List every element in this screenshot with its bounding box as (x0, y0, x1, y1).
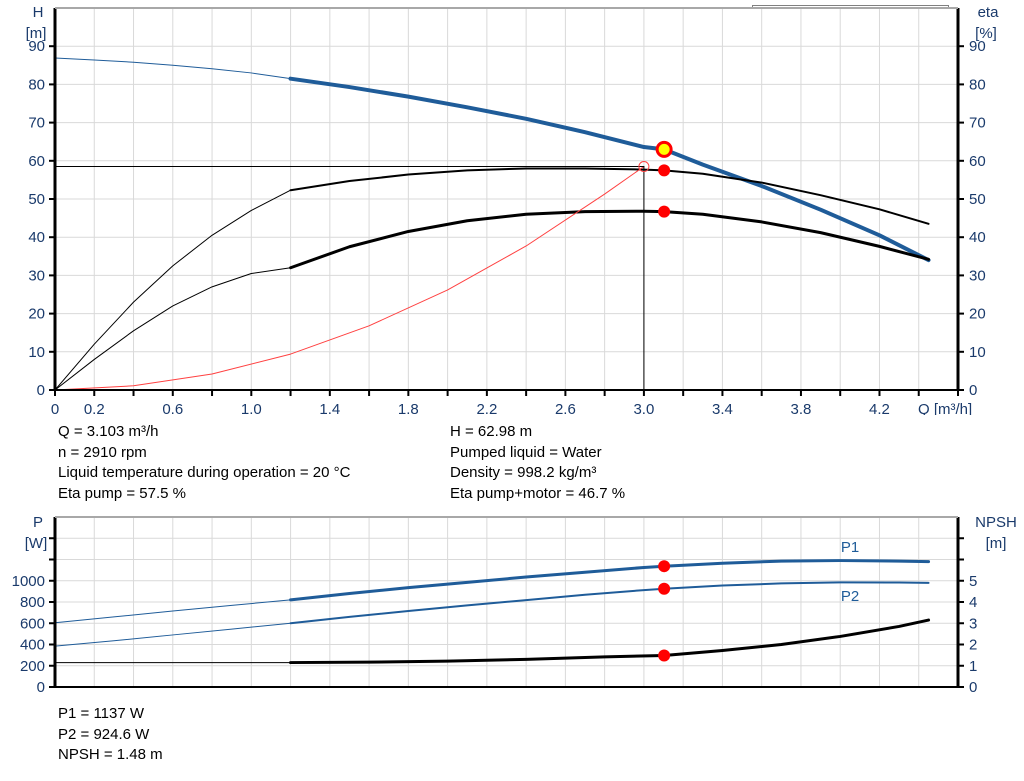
curve (289, 559, 931, 602)
axis-ticks: 0 200 400 600 800 1000 0 1 2 3 4 5 (12, 537, 977, 695)
curve (288, 76, 931, 263)
axis-titles: P [W] NPSH [m] (25, 514, 1017, 552)
y-tick-label-left: 10 (28, 344, 45, 361)
power-npsh-chart: P1 P2 0 200 400 600 800 1000 0 1 2 3 4 5 P [W] NPSH [m] (12, 514, 1017, 695)
info-pumped-liquid: Pumped liquid = Water (450, 443, 602, 461)
x-tick-label: 1.0 (241, 401, 262, 415)
duty-point-eta-pump-motor[interactable] (658, 205, 671, 218)
power-results: P1 = 1137 W P2 = 924.6 W NPSH = 1.48 m (58, 704, 163, 766)
y-tick-label-left: 80 (28, 76, 45, 93)
y-tick-label-right: 5 (969, 573, 977, 590)
y-tick-label-right: 10 (969, 344, 986, 361)
y-tick-label-left: 600 (20, 615, 45, 632)
y-tick-label-left: 0 (37, 679, 45, 695)
y-tick-label-right: 0 (969, 679, 977, 695)
x-tick-label: 1.4 (319, 401, 340, 415)
duty-point-eta-pump[interactable] (658, 164, 671, 177)
y-tick-label-left: 90 (28, 38, 45, 55)
y-tick-label-left: 1000 (12, 573, 45, 590)
p1-series-label: P1 (841, 539, 859, 556)
axis-ticks: 0 10 20 30 40 50 60 70 80 90 0 10 20 30 40 50 60 70 80 90 0 0… (28, 38, 985, 415)
y-tick-label-left: 200 (20, 658, 45, 675)
y-tick-label-left: 70 (28, 115, 45, 132)
operating-conditions-left: Q = 3.103 m³/h n = 2910 rpm Liquid tempe… (58, 422, 350, 504)
info-liquid-temperature: Liquid temperature during operation = 20… (58, 464, 351, 481)
info-p2: P2 = 924.6 W (58, 725, 150, 743)
y-axis-unit-left: [m] (26, 25, 47, 42)
y-tick-label-right: 80 (969, 76, 986, 93)
info-npsh: NPSH = 1.48 m (58, 746, 163, 763)
axis-titles: H [m] eta [%] Q [m³/h] (26, 4, 1000, 415)
y-axis-title-right: NPSH (975, 514, 1017, 531)
curves (54, 57, 931, 391)
y-tick-label-right: 60 (969, 153, 986, 170)
info-n: n = 2910 rpm (58, 443, 147, 461)
y-axis-title-left: H (33, 4, 44, 21)
x-tick-label: 0 (51, 401, 59, 415)
info-h: H = 62.98 m (450, 423, 533, 440)
duty-point-p1[interactable] (658, 560, 671, 573)
x-tick-label: 3.8 (791, 401, 812, 415)
y-axis-title-left: P (33, 514, 43, 531)
curve (289, 581, 930, 625)
head-efficiency-chart: 0 10 20 30 40 50 60 70 80 90 0 10 20 30 40 50 60 70 80 90 0 0… (26, 4, 1000, 415)
y-axis-title-right: eta (978, 4, 1000, 21)
y-tick-label-left: 40 (28, 229, 45, 246)
curve (54, 166, 645, 391)
curve (54, 57, 292, 80)
info-p1: P1 = 1137 W (58, 705, 145, 722)
y-tick-label-left: 400 (20, 637, 45, 654)
y-tick-label-right: 1 (969, 658, 977, 675)
grid-lines (54, 7, 959, 391)
y-axis-unit-right: [m] (986, 535, 1007, 552)
operating-conditions-right: H = 62.98 m Pumped liquid = Water Densit… (450, 422, 625, 504)
y-tick-label-right: 30 (969, 267, 986, 284)
system-curve-intersect (638, 161, 650, 173)
curve (54, 189, 292, 391)
info-eta-pump-motor: Eta pump+motor = 46.7 % (450, 484, 626, 502)
y-axis-unit-right: [%] (975, 25, 997, 42)
curve (54, 599, 292, 624)
curve (54, 622, 292, 647)
y-tick-label-right: 4 (969, 594, 977, 611)
x-tick-label: 1.8 (398, 401, 419, 415)
x-tick-label: 0.2 (84, 401, 105, 415)
x-tick-label: 3.0 (633, 401, 654, 415)
curve (54, 267, 292, 391)
x-axis-title: Q [m³/h] (918, 401, 972, 415)
y-tick-label-left: 0 (37, 382, 45, 399)
series-labels: P1 P2 (841, 539, 859, 605)
x-tick-label: 2.6 (555, 401, 576, 415)
x-tick-label: 2.2 (476, 401, 497, 415)
y-tick-label-right: 3 (969, 615, 977, 632)
y-tick-label-left: 30 (28, 267, 45, 284)
y-tick-label-left: 50 (28, 191, 45, 208)
duty-point-p2[interactable] (658, 582, 671, 595)
info-density: Density = 998.2 kg/m³ (450, 464, 597, 481)
duty-point-npsh[interactable] (658, 649, 671, 662)
y-tick-label-right: 2 (969, 637, 977, 654)
y-tick-label-right: 20 (969, 306, 986, 323)
x-tick-label: 4.2 (869, 401, 890, 415)
duty-point-head[interactable] (655, 140, 673, 158)
y-axis-unit-left: [W] (25, 535, 48, 552)
y-tick-label-right: 70 (969, 115, 986, 132)
x-tick-label: 3.4 (712, 401, 733, 415)
info-eta-pump: Eta pump = 57.5 % (58, 484, 186, 502)
y-tick-label-left: 800 (20, 594, 45, 611)
info-q: Q = 3.103 m³/h (58, 423, 159, 440)
y-tick-label-right: 90 (969, 38, 986, 55)
y-tick-label-right: 0 (969, 382, 977, 399)
y-tick-label-right: 40 (969, 229, 986, 246)
y-tick-label-right: 50 (969, 191, 986, 208)
y-tick-label-left: 20 (28, 306, 45, 323)
duty-point-markers (658, 560, 671, 662)
duty-point-markers (638, 140, 673, 218)
p2-series-label: P2 (841, 588, 859, 605)
x-tick-label: 0.6 (162, 401, 183, 415)
y-tick-label-left: 60 (28, 153, 45, 170)
